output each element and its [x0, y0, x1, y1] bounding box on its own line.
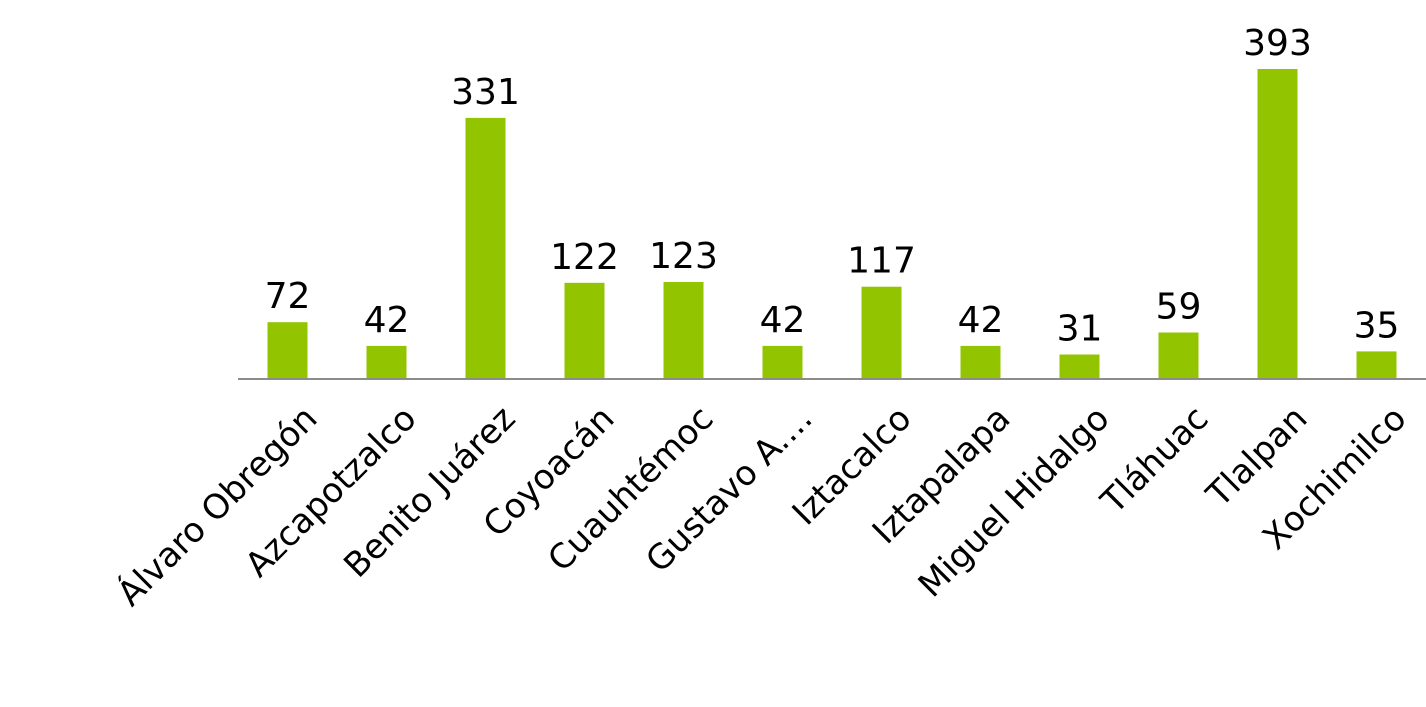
data-label-11: 35: [1354, 305, 1400, 346]
category-label-2: Benito Juárez: [336, 399, 523, 586]
bar-5: [762, 345, 803, 379]
bars-group: [267, 69, 1397, 380]
bar-2: [465, 117, 506, 380]
data-label-5: 42: [760, 300, 806, 341]
bar-0: [267, 322, 308, 379]
data-labels-group: 72 42 331 122 123 42 117 42 31 59 393 35: [265, 23, 1400, 350]
data-label-0: 72: [265, 276, 311, 317]
bar-6: [861, 286, 902, 379]
data-label-2: 331: [451, 72, 520, 113]
data-label-7: 42: [958, 300, 1004, 341]
category-label-1: Azcapotzalco: [238, 399, 425, 586]
data-label-3: 122: [550, 237, 619, 278]
category-label-9: Tláhuac: [1093, 399, 1217, 523]
bar-10: [1257, 69, 1298, 379]
bar-3: [564, 282, 605, 379]
data-label-1: 42: [364, 300, 410, 341]
bar-11: [1356, 351, 1397, 379]
data-label-8: 31: [1057, 309, 1103, 350]
data-label-4: 123: [649, 236, 718, 277]
bar-1: [366, 345, 407, 379]
data-label-6: 117: [847, 241, 916, 282]
data-label-9: 59: [1156, 287, 1202, 328]
bar-8: [1059, 354, 1100, 379]
bar-7: [960, 345, 1001, 379]
data-label-10: 393: [1243, 23, 1312, 64]
bar-9: [1158, 332, 1199, 379]
bar-4: [663, 282, 704, 379]
